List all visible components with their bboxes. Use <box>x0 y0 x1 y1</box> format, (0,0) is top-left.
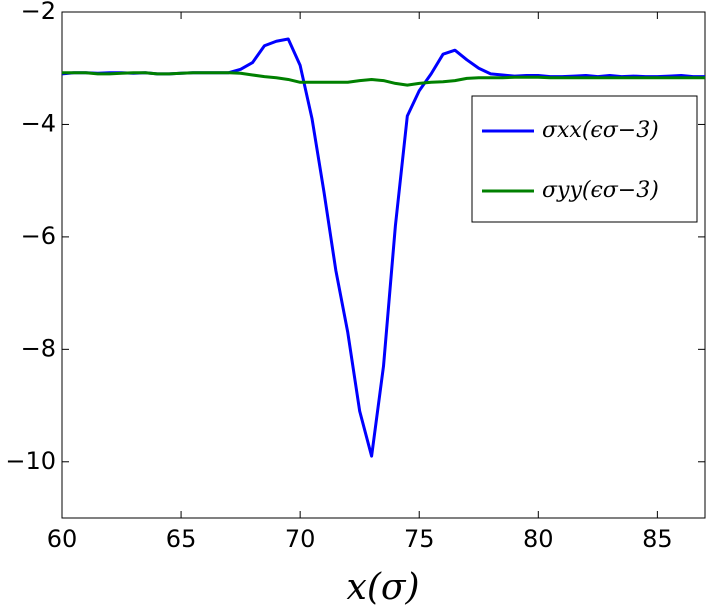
legend-box <box>471 95 698 223</box>
x-tick-label: 80 <box>523 525 554 553</box>
y-tick-label: −10 <box>5 447 56 475</box>
y-tick-label: −4 <box>21 109 56 137</box>
y-tick-label: −8 <box>21 334 56 362</box>
x-tick-label: 65 <box>166 525 197 553</box>
x-tick-label: 85 <box>642 525 673 553</box>
legend-label: σxx(ϵσ−3) <box>542 118 659 143</box>
plot-frame <box>61 11 706 519</box>
y-tick-label: −2 <box>21 0 56 25</box>
legend-label: σyy(ϵσ−3) <box>542 178 659 203</box>
x-tick-label: 75 <box>404 525 435 553</box>
x-tick-label: 60 <box>47 525 78 553</box>
y-tick-label: −6 <box>21 222 56 250</box>
x-axis-label: x(σ) <box>347 567 420 608</box>
data-line <box>62 71 705 87</box>
x-tick-label: 70 <box>285 525 316 553</box>
